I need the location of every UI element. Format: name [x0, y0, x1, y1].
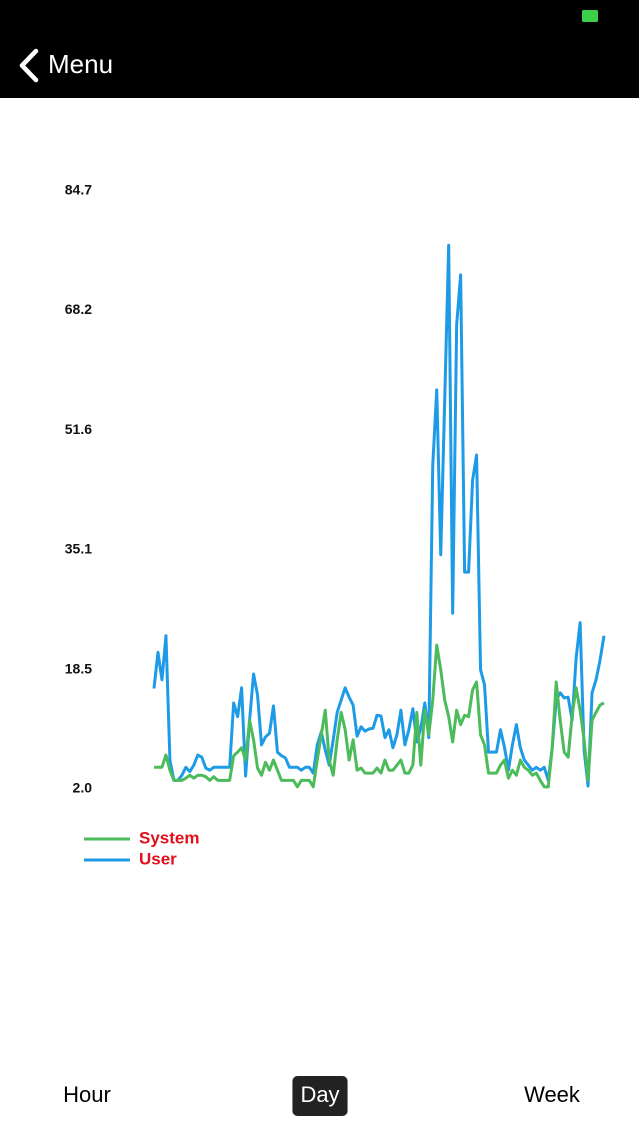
tab-label[interactable]: Hour [63, 1082, 111, 1107]
legend-label: User [139, 849, 177, 868]
tab[interactable]: Week [524, 1082, 581, 1107]
back-button[interactable]: Menu [19, 48, 113, 83]
y-tick-label: 68.2 [65, 301, 92, 317]
legend-label: System [139, 828, 199, 847]
y-tick-label: 51.6 [65, 421, 92, 437]
back-label[interactable]: Menu [48, 49, 113, 79]
y-tick-label: 84.7 [65, 182, 92, 198]
chart: 2.0 18.5 35.1 51.6 68.2 84.7 System User [65, 182, 606, 868]
y-tick-label: 35.1 [65, 540, 92, 556]
tab[interactable]: Hour [63, 1082, 111, 1107]
series-line [154, 643, 605, 789]
tab-bar: Hour Day Week [63, 1076, 581, 1116]
tab[interactable]: Day [292, 1076, 348, 1116]
tab-highlight [292, 1076, 348, 1116]
battery [582, 10, 598, 22]
tab-label[interactable]: Day [300, 1082, 339, 1107]
nav-bar [0, 0, 639, 98]
series-line [152, 243, 606, 788]
y-tick-label: 2.0 [73, 780, 93, 796]
back-chevron [19, 48, 39, 83]
tab-label[interactable]: Week [524, 1082, 581, 1107]
y-tick-label: 18.5 [65, 660, 92, 676]
